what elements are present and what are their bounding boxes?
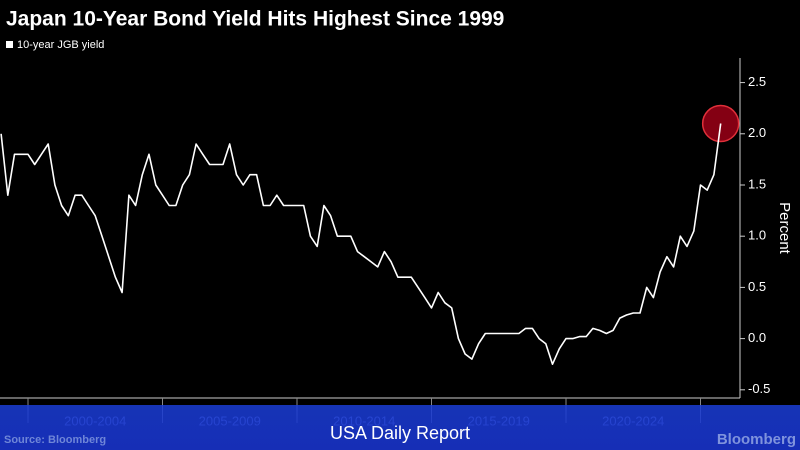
y-tick-label: 0.5 [748,279,766,294]
y-tick-label: 2.5 [748,74,766,89]
y-tick-label: -0.5 [748,381,770,396]
banner [0,405,800,450]
banner-text: USA Daily Report [330,423,470,443]
legend-label: 10-year JGB yield [17,39,104,51]
legend-swatch [6,41,13,48]
y-tick-label: 1.5 [748,176,766,191]
y-tick-label: 0.0 [748,330,766,345]
source-note: Source: Bloomberg [4,434,106,446]
chart-title: Japan 10-Year Bond Yield Hits Highest Si… [6,8,504,31]
brand: Bloomberg [717,431,796,448]
y-tick-label: 2.0 [748,125,766,140]
series-line [0,123,722,365]
y-tick-label: 1.0 [748,228,766,243]
y-axis-label: Percent [776,202,793,255]
